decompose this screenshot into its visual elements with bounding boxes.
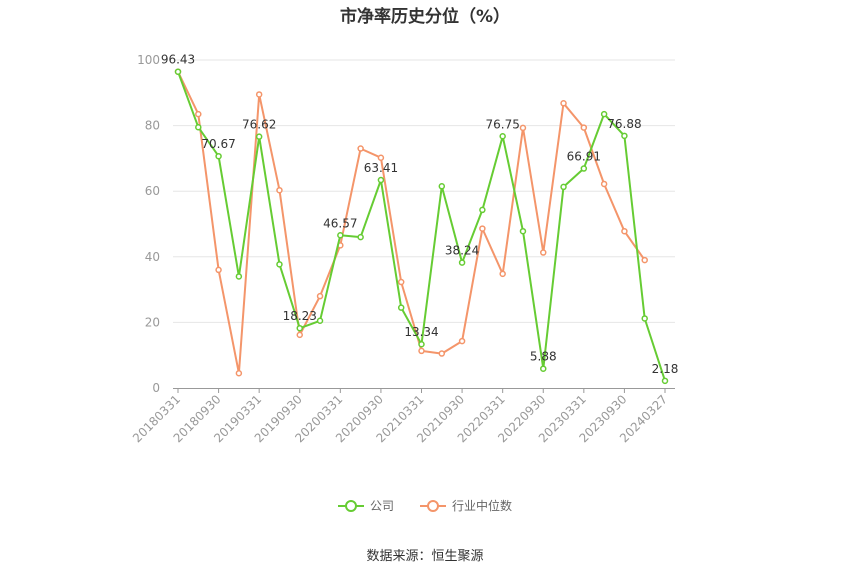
data-point-industry-median [499, 270, 506, 278]
data-point-industry-median [600, 180, 608, 188]
data-point-company [458, 259, 466, 266]
data-point-industry-median [519, 124, 527, 132]
y-tick-label: 20 [145, 315, 160, 329]
data-point-company [357, 233, 364, 241]
data-point-industry-median [458, 337, 466, 345]
data-point-industry-median [438, 350, 446, 357]
data-label: 18.23 [283, 309, 317, 323]
data-point-industry-median [418, 347, 425, 355]
data-label: 2.18 [652, 362, 679, 376]
data-point-company [337, 232, 344, 239]
data-point-industry-median [357, 145, 364, 152]
y-tick-label: 60 [145, 184, 160, 198]
data-label: 38.24 [445, 244, 479, 258]
data-point-company [479, 206, 486, 214]
y-tick-label: 0 [152, 381, 160, 395]
data-point-company [600, 110, 608, 118]
data-label: 63.41 [364, 161, 398, 175]
data-point-company [540, 365, 547, 372]
data-point-company [316, 317, 324, 325]
legend-item-industry-median[interactable]: 行业中位数 [420, 497, 512, 514]
legend-marker-industry-median [420, 499, 446, 512]
data-point-company [195, 123, 202, 131]
y-tick-label: 100 [137, 53, 160, 67]
data-label: 76.75 [485, 117, 519, 131]
data-point-industry-median [215, 266, 222, 274]
data-point-company [174, 68, 182, 75]
data-point-company [255, 133, 263, 140]
legend-item-company[interactable]: 公司 [337, 497, 394, 514]
data-point-company [560, 183, 567, 191]
data-point-industry-median [560, 100, 567, 107]
data-source-note: 数据来源：恒生聚源 [366, 549, 484, 564]
legend-marker-company [337, 499, 364, 512]
data-point-company [276, 261, 283, 268]
data-label: 96.43 [161, 53, 195, 67]
data-point-industry-median [296, 331, 303, 339]
chart-legend: 公司 行业中位数 [0, 497, 850, 514]
data-point-company [519, 227, 527, 235]
data-point-company [296, 324, 303, 332]
data-point-company [621, 132, 628, 140]
data-point-industry-median [580, 124, 588, 131]
data-point-industry-median [641, 256, 648, 264]
data-point-industry-median [397, 278, 405, 286]
data-point-company [377, 176, 385, 184]
y-tick-label: 40 [145, 250, 160, 264]
series-line-industry-median [177, 71, 646, 375]
legend-label-industry-median: 行业中位数 [452, 499, 513, 513]
data-label: 13.34 [404, 325, 438, 339]
data-point-industry-median [235, 369, 243, 377]
data-point-company [418, 340, 425, 348]
data-point-industry-median [479, 225, 486, 232]
data-point-industry-median [316, 292, 324, 300]
data-point-industry-median [195, 110, 202, 118]
data-label: 5.88 [530, 350, 557, 364]
data-point-company [641, 315, 648, 322]
legend-label-company: 公司 [369, 499, 394, 513]
data-point-company [580, 165, 588, 172]
data-point-industry-median [276, 186, 283, 194]
data-point-industry-median [377, 154, 385, 161]
y-tick-label: 80 [145, 119, 160, 133]
data-label: 66.91 [567, 150, 601, 164]
chart-title: 市净率历史分位（%） [339, 7, 511, 27]
data-point-company [215, 152, 222, 160]
data-point-industry-median [255, 91, 263, 98]
data-point-company [235, 273, 243, 280]
data-label: 70.67 [201, 137, 235, 151]
data-point-company [438, 183, 446, 190]
data-point-company [499, 133, 506, 140]
data-label: 76.88 [607, 117, 641, 131]
data-point-company [661, 377, 669, 385]
data-point-company [397, 304, 405, 311]
data-label: 46.57 [323, 216, 357, 230]
data-label: 76.62 [242, 118, 276, 132]
data-point-industry-median [621, 227, 628, 235]
data-point-industry-median [540, 249, 547, 256]
